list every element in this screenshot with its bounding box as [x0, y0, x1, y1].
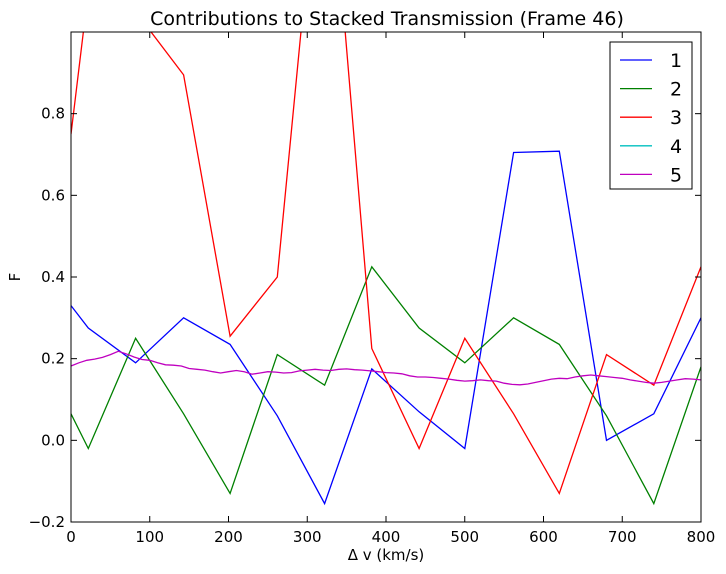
x-axis: 0 100 200 300 400 500 600 700 800: [66, 32, 715, 546]
y-axis: −0.2 0.0 0.2 0.4 0.6 0.8: [29, 105, 701, 531]
x-axis-label: Δ v (km/s): [348, 546, 425, 564]
x-tick-label: 800: [687, 528, 716, 546]
series-line-5: [71, 350, 701, 386]
legend-label-2: 2: [670, 79, 682, 101]
y-axis-label: F: [6, 273, 24, 282]
x-tick-label: 500: [450, 528, 479, 546]
legend-box: [609, 41, 693, 190]
series-layer: [71, 32, 701, 506]
chart-title: Contributions to Stacked Transmission (F…: [150, 8, 624, 30]
legend-label-1: 1: [670, 50, 682, 72]
legend-label-3: 3: [670, 107, 682, 129]
legend-label-4: 4: [670, 136, 682, 158]
series-line-3: [71, 32, 701, 495]
plot-frame: [70, 31, 702, 523]
legend: 1 2 3 4 5: [609, 41, 693, 190]
x-tick-label: 100: [135, 528, 164, 546]
y-tick-label: 0.8: [41, 105, 65, 123]
series-line-2: [71, 265, 701, 506]
y-tick-label: 0.2: [41, 350, 65, 368]
series-line-1: [71, 150, 701, 506]
x-tick-label: 200: [214, 528, 243, 546]
x-tick-label: 400: [372, 528, 401, 546]
y-tick-label: 0.6: [41, 186, 65, 204]
x-tick-label: 300: [293, 528, 322, 546]
x-tick-label: 700: [608, 528, 637, 546]
y-tick-label: 0.4: [41, 268, 65, 286]
x-tick-label: 0: [66, 528, 76, 546]
x-tick-label: 600: [529, 528, 558, 546]
y-tick-label: −0.2: [29, 513, 65, 531]
y-tick-label: 0.0: [41, 431, 65, 449]
legend-label-5: 5: [670, 164, 682, 186]
